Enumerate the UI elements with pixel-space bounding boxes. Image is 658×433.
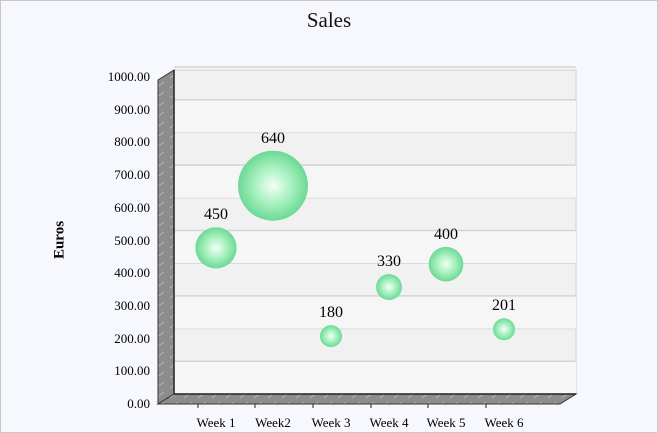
y-tick-label: 300.00 <box>114 297 150 313</box>
x-tick-label: Week 1 <box>196 415 236 430</box>
chart-title: Sales <box>306 8 352 32</box>
data-bubble[interactable] <box>428 246 464 282</box>
x-tick-label: Week 5 <box>426 415 466 430</box>
data-bubble[interactable] <box>238 150 308 221</box>
y-tick-label: 200.00 <box>114 330 150 346</box>
data-bubble[interactable] <box>195 227 237 269</box>
data-bubble[interactable] <box>376 274 402 301</box>
data-bubble[interactable] <box>320 325 342 348</box>
data-value-label: 640 <box>261 129 285 147</box>
y-tick-label: 900.00 <box>114 101 150 117</box>
y-tick-label: 1000.00 <box>107 69 150 84</box>
data-value-label: 400 <box>434 225 458 243</box>
x-tick-label: Week 6 <box>484 415 524 430</box>
x-tick-label: Week 4 <box>369 415 409 430</box>
y-tick-label: 800.00 <box>114 134 150 150</box>
y-tick-label: 100.00 <box>114 363 150 379</box>
y-tick-label: 400.00 <box>114 265 150 281</box>
data-bubble[interactable] <box>493 318 515 341</box>
y-tick-label: 600.00 <box>114 199 150 215</box>
y-tick-label: 0.00 <box>127 396 150 411</box>
y-tick-label: 500.00 <box>114 232 150 248</box>
x-tick-label: Week 3 <box>311 415 351 430</box>
data-value-label: 450 <box>204 206 228 224</box>
data-value-label: 180 <box>319 304 343 322</box>
data-value-label: 201 <box>492 297 516 315</box>
data-value-label: 330 <box>377 253 401 271</box>
y-tick-label: 700.00 <box>114 167 150 183</box>
x-tick-label: Week2 <box>255 415 291 430</box>
